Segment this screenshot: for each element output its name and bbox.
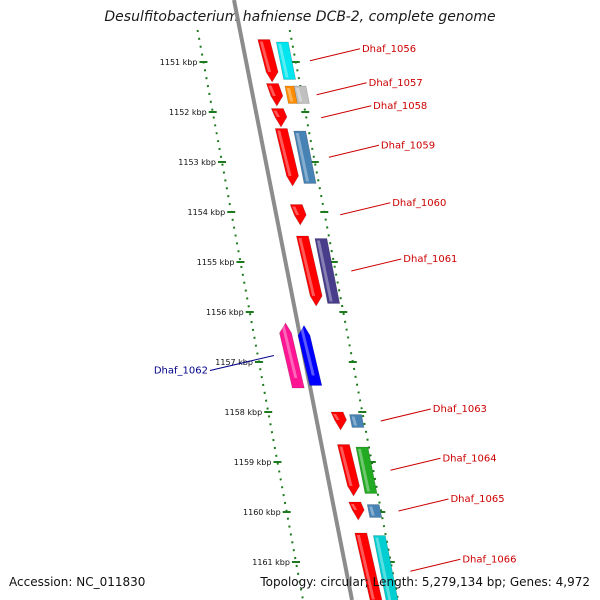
gene-leader-line (328, 144, 380, 158)
gene-label[interactable]: Dhaf_1060 (392, 198, 446, 209)
gene-leader-line (309, 48, 361, 62)
gene-label[interactable]: Dhaf_1063 (433, 404, 487, 415)
gene-dhaf-1063[interactable] (330, 411, 347, 431)
gene-label[interactable]: Dhaf_1057 (369, 78, 423, 89)
gene-dhaf-1062[interactable] (279, 322, 305, 389)
feature-bar-dhaf-1066[interactable] (372, 535, 399, 600)
feature-bar-dhaf-1062[interactable] (297, 324, 323, 386)
gene-dhaf-1066[interactable] (354, 532, 383, 600)
scale-tick-label: 1152 kbp (169, 108, 207, 117)
gene-label[interactable]: Dhaf_1062 (154, 366, 208, 377)
accession-label: Accession: NC_011830 (9, 575, 146, 589)
gene-leader-line (390, 457, 441, 471)
gene-label[interactable]: Dhaf_1059 (381, 140, 435, 151)
scale-tick-label: 1156 kbp (206, 308, 244, 317)
gene-leader-line (351, 258, 402, 272)
gene-leader-line (209, 355, 275, 371)
gene-dhaf-1059[interactable] (274, 128, 299, 187)
gene-dhaf-1060[interactable] (289, 204, 307, 226)
scale-tick-label: 1159 kbp (234, 458, 272, 467)
right-scale-line (288, 29, 399, 600)
gene-dhaf-1065[interactable] (348, 501, 365, 521)
scale-tick-label: 1158 kbp (225, 408, 263, 417)
genome-backbone (232, 0, 354, 600)
genome-title: Desulfitobacterium hafniense DCB-2, comp… (104, 9, 496, 25)
feature-bar-dhaf-1063[interactable] (349, 414, 365, 428)
feature-bar-dhaf-1065[interactable] (366, 504, 383, 518)
gene-label[interactable]: Dhaf_1064 (442, 453, 496, 464)
gene-label[interactable]: Dhaf_1058 (373, 101, 427, 112)
feature-bar-dhaf-1064[interactable] (355, 446, 378, 494)
scale-tick-label: 1154 kbp (188, 208, 226, 217)
scale-tick-label: 1153 kbp (178, 158, 216, 167)
gene-dhaf-1058[interactable] (270, 108, 288, 128)
gene-leader-line (410, 558, 461, 572)
gene-leader-line (321, 105, 372, 119)
topology-label: Topology: circular; Length: 5,279,134 bp… (260, 575, 590, 589)
scale-tick-label: 1155 kbp (197, 258, 235, 267)
gene-label[interactable]: Dhaf_1061 (403, 254, 457, 265)
gene-leader-line (340, 202, 391, 216)
scale-tick-label: 1160 kbp (243, 508, 281, 517)
gene-leader-line (316, 82, 367, 96)
feature-bar-dhaf-1056[interactable] (275, 41, 296, 80)
gene-leader-line (380, 408, 431, 422)
scale-tick-label: 1157 kbp (215, 358, 253, 367)
gene-label[interactable]: Dhaf_1065 (450, 494, 504, 505)
gene-dhaf-1056[interactable] (257, 39, 279, 83)
scale-tick-label: 1161 kbp (252, 558, 290, 567)
gene-label[interactable]: Dhaf_1056 (362, 44, 416, 55)
gene-label[interactable]: Dhaf_1066 (462, 554, 516, 565)
scale-tick-label: 1151 kbp (160, 58, 198, 67)
gene-dhaf-1061[interactable] (296, 235, 323, 307)
feature-bar-dhaf-1057[interactable] (293, 85, 310, 104)
gene-leader-line (398, 498, 449, 512)
gene-dhaf-1064[interactable] (337, 444, 360, 497)
feature-bar-dhaf-1059[interactable] (293, 130, 317, 184)
gene-dhaf-1057[interactable] (265, 83, 284, 107)
feature-bar-dhaf-1061[interactable] (314, 238, 341, 304)
left-scale-line (196, 29, 304, 600)
